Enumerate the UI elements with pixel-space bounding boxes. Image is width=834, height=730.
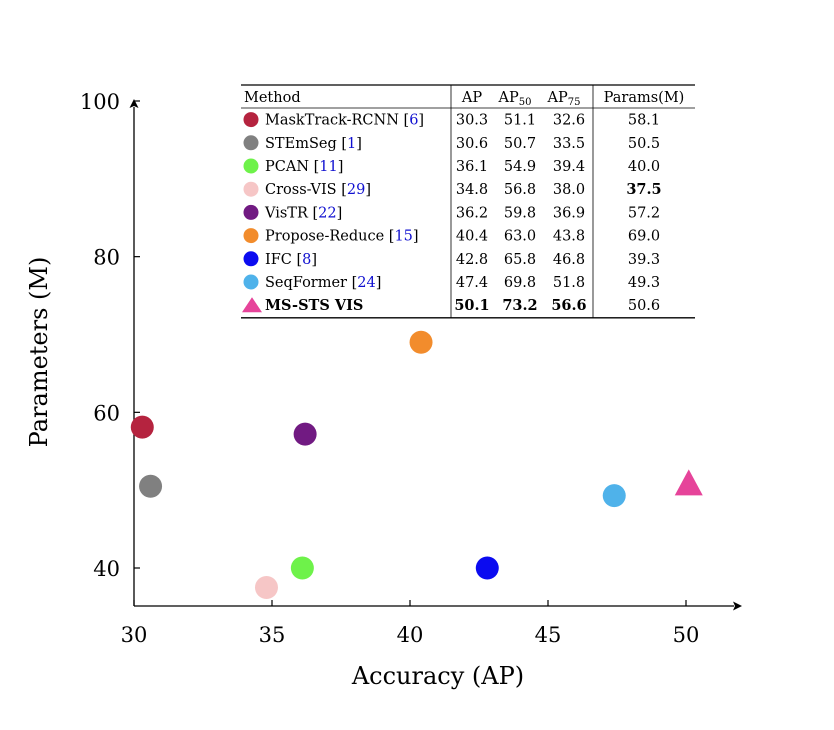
table-row-ap: 47.4 xyxy=(456,275,488,291)
x-tick-label: 50 xyxy=(673,623,700,647)
table-row-ap: 30.6 xyxy=(456,136,488,152)
table-row-ap: 36.1 xyxy=(456,159,488,175)
table-row-params: 69.0 xyxy=(628,229,660,245)
table-row-marker xyxy=(243,228,259,244)
table-row-ap75: 46.8 xyxy=(553,252,585,268)
table-row-ap: 40.4 xyxy=(456,229,488,245)
x-tick-label: 45 xyxy=(535,623,562,647)
y-axis-title: Parameters (M) xyxy=(25,257,53,448)
table-row-ap50: 50.7 xyxy=(504,136,536,152)
table-row-ap75: 36.9 xyxy=(553,205,585,221)
data-point-ms-sts-vis xyxy=(674,469,703,496)
table-row-ap75: 33.5 xyxy=(553,136,585,152)
table-row-ap50: 51.1 xyxy=(504,113,536,129)
table-row-params: 40.0 xyxy=(628,159,660,175)
y-tick-label: 60 xyxy=(93,401,120,425)
axes: 30 35 40 45 50 40 60 80 100 Accuracy (AP) Paramete… xyxy=(25,90,742,690)
x-tick-label: 35 xyxy=(259,623,286,647)
table-row-marker xyxy=(243,112,259,128)
table-header-ap50: AP50 xyxy=(498,90,532,108)
table-row-marker xyxy=(243,204,259,220)
table-row-method: STEmSeg [1] xyxy=(265,136,362,152)
data-points xyxy=(130,330,703,599)
table-row-marker xyxy=(243,181,259,197)
table-row-ap75: 43.8 xyxy=(553,229,585,245)
table-header-params: Params(M) xyxy=(604,90,685,106)
table-row-method: MS-STS VIS xyxy=(265,297,363,314)
x-tick-label: 30 xyxy=(121,623,148,647)
table-row-ap50: 63.0 xyxy=(504,229,536,245)
table-row-ap: 42.8 xyxy=(456,252,488,268)
table-row-ap75: 51.8 xyxy=(553,275,585,291)
table-row: IFC [8] 42.8 65.8 46.8 39.3 xyxy=(243,251,660,268)
x-axis-arrow xyxy=(733,601,742,611)
table-row-ap: 36.2 xyxy=(456,205,488,221)
data-point-propose-reduce xyxy=(409,330,433,354)
table-row-marker xyxy=(243,274,259,290)
table-header-ap75: AP75 xyxy=(547,90,581,108)
table-header-ap: AP xyxy=(461,90,482,106)
table-row-marker xyxy=(243,158,259,174)
x-axis-title: Accuracy (AP) xyxy=(351,662,524,690)
table-row-method: SeqFormer [24] xyxy=(265,275,381,291)
data-point-masktrack-rcnn xyxy=(130,415,154,439)
table-row-params: 37.5 xyxy=(626,181,661,198)
table-row: STEmSeg [1] 30.6 50.7 33.5 50.5 xyxy=(243,135,660,152)
data-point-cross-vis xyxy=(254,575,278,599)
table-row: MS-STS VIS 50.1 73.2 56.6 50.6 xyxy=(242,297,660,314)
table-row: PCAN [11] 36.1 54.9 39.4 40.0 xyxy=(243,158,660,175)
table-row-marker xyxy=(243,135,259,151)
table-row: MaskTrack-RCNN [6] 30.3 51.1 32.6 58.1 xyxy=(243,112,660,129)
table-row-ap50: 69.8 xyxy=(504,275,536,291)
data-point-ifc xyxy=(475,556,499,580)
table-header-method: Method xyxy=(244,90,301,106)
table-row-ap75: 32.6 xyxy=(553,113,585,129)
table-row-params: 58.1 xyxy=(628,113,660,129)
x-tick-label: 40 xyxy=(397,623,424,647)
table-row: SeqFormer [24] 47.4 69.8 51.8 49.3 xyxy=(243,274,660,291)
table-row: Propose-Reduce [15] 40.4 63.0 43.8 69.0 xyxy=(243,228,660,245)
table-row-params: 49.3 xyxy=(628,275,660,291)
table-row-params: 50.6 xyxy=(628,298,660,314)
table-row-params: 39.3 xyxy=(628,252,660,268)
table-row-ap: 30.3 xyxy=(456,113,488,129)
y-tick-label: 40 xyxy=(93,557,120,581)
table-row-method: Propose-Reduce [15] xyxy=(265,229,419,245)
table-row-method: MaskTrack-RCNN [6] xyxy=(265,113,424,129)
table-row-ap75: 56.6 xyxy=(551,297,586,314)
table-row: Cross-VIS [29] 34.8 56.8 38.0 37.5 xyxy=(243,181,662,198)
table-row: VisTR [22] 36.2 59.8 36.9 57.2 xyxy=(243,204,660,221)
table-row-method: IFC [8] xyxy=(265,252,317,268)
y-tick-label: 100 xyxy=(80,90,120,114)
data-point-stemseg xyxy=(139,474,163,498)
y-axis-arrow xyxy=(129,99,139,108)
table-row-params: 50.5 xyxy=(628,136,660,152)
table-row-method: VisTR [22] xyxy=(264,205,342,221)
table-row-ap50: 59.8 xyxy=(504,205,536,221)
table-row-marker xyxy=(243,251,259,267)
data-point-vistr xyxy=(293,422,317,446)
table-row-ap: 50.1 xyxy=(454,297,489,314)
table-row-params: 57.2 xyxy=(628,205,660,221)
table-row-ap50: 54.9 xyxy=(504,159,536,175)
data-point-seqformer xyxy=(602,484,626,508)
y-tick-label: 80 xyxy=(93,246,120,270)
table-row-ap: 34.8 xyxy=(456,182,488,198)
data-point-pcan xyxy=(290,556,314,580)
table-row-method: Cross-VIS [29] xyxy=(265,182,371,198)
table-row-ap50: 65.8 xyxy=(504,252,536,268)
table-row-ap75: 39.4 xyxy=(553,159,585,175)
table-row-method: PCAN [11] xyxy=(265,159,343,175)
table-row-marker xyxy=(242,297,262,313)
table-row-ap50: 56.8 xyxy=(504,182,536,198)
table-row-ap75: 38.0 xyxy=(553,182,585,198)
legend-table: Method AP AP50 AP75 Params(M) MaskTrack-RCNN … xyxy=(241,84,695,319)
table-row-ap50: 73.2 xyxy=(502,297,537,314)
